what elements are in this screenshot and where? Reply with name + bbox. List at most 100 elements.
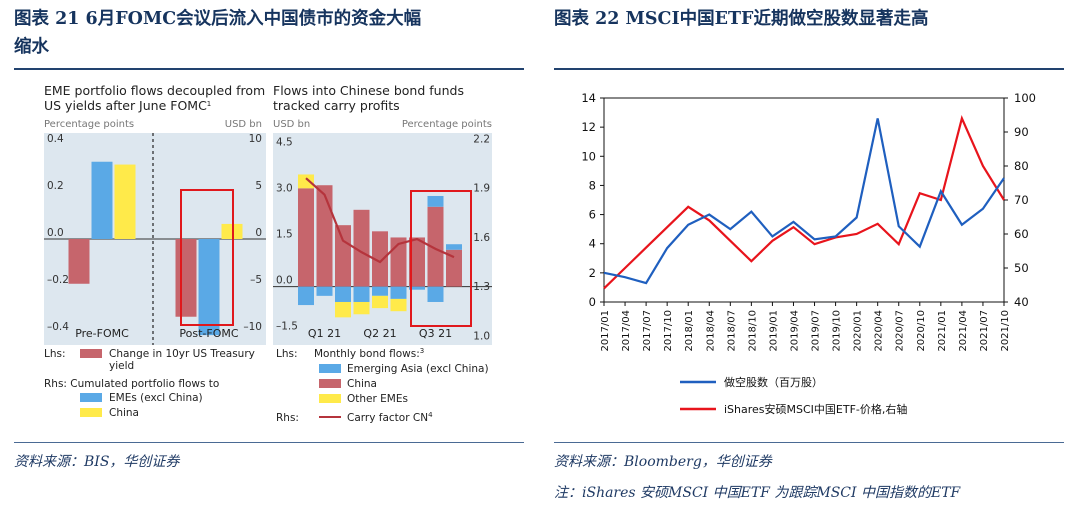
legend-a-us-treasury-line2: yield (109, 360, 134, 372)
panel-b-emerging-asia-flow-bar (298, 286, 314, 306)
panel-a-title-line1: EME portfolio flows decoupled from (44, 83, 265, 98)
panel-b-rhs-tick: 1.9 (473, 183, 490, 195)
msci-x-tick-label: 2018/04 (705, 310, 716, 352)
msci-left-tick-label: 0 (589, 295, 596, 309)
msci-short-interest-line (603, 118, 1005, 285)
msci-right-tick-label: 80 (1014, 159, 1029, 173)
legend-b-other-emes-label: Other EMEs (347, 393, 408, 405)
left-caption-line2: 缩水 (14, 37, 49, 57)
legend-a-us-treasury-swatch (80, 349, 102, 358)
panel-b-highlight-box (410, 190, 472, 327)
panel-b-lhs-tick: 1.5 (276, 229, 293, 241)
left-caption-rule (14, 68, 524, 70)
panel-a-lhs-unit: Percentage points (44, 119, 134, 130)
msci-x-tick-label: 2017/04 (621, 310, 632, 352)
msci-x-tick-label: 2021/01 (937, 310, 948, 352)
msci-right-tick-label: 90 (1014, 125, 1029, 139)
bis-figure: EME portfolio flows decoupled from US yi… (44, 83, 492, 424)
panel-b-rhs-tick: 1.6 (473, 232, 490, 244)
legend-a-us-treasury-line1: Change in 10yr US Treasury (109, 348, 255, 360)
msci-left-tick-label: 8 (589, 178, 596, 192)
panel-b-rhs-unit: Percentage points (402, 119, 492, 130)
msci-x-tick-label: 2018/07 (726, 310, 737, 352)
panel-b-emerging-asia-flow-bar (427, 286, 444, 302)
panel-b-title-line1: Flows into Chinese bond funds (273, 83, 464, 98)
panel-a-rhs-tick: –5 (250, 274, 262, 286)
right-source-rule (554, 442, 1064, 443)
panel-b-rhs-tick: 1.3 (473, 281, 490, 293)
panel-b-other-emes-flow-bar (390, 298, 407, 312)
panel-a-us-treasury-bar (175, 239, 197, 317)
panel-b-lhs-tick: 4.5 (276, 136, 293, 148)
legend-price-label: iShares安硕MSCI中国ETF-价格,右轴 (724, 402, 907, 416)
right-source: 资料来源：Bloomberg，华创证券 (554, 454, 772, 470)
right-caption-rule (554, 68, 1064, 70)
panel-a-highlight-box (180, 189, 234, 326)
panel-b-china-flow-bar (390, 237, 407, 287)
legend-b-emerging-asia-label: Emerging Asia (excl China) (347, 363, 489, 375)
msci-figure: 0 2 4 6 8 10 12 14 40 50 60 70 80 90 100 2017/01 2017/04… (581, 91, 1036, 416)
legend-b-china-swatch (319, 379, 341, 388)
panel-a-emes-bar (91, 161, 113, 239)
msci-left-tick-label: 10 (581, 149, 596, 163)
panel-b-china-flow-bar (353, 209, 370, 287)
panel-b-rhs-tick: 1.0 (473, 331, 490, 343)
panel-a-group-label: Pre-FOMC (75, 327, 129, 340)
legend-a-rhs-label: Rhs: Cumulated portfolio flows to (44, 378, 219, 390)
panel-b-title-line2: tracked carry profits (273, 98, 400, 113)
msci-right-tick-label: 70 (1014, 193, 1029, 207)
panel-b-quarter-label: Q1 21 (308, 327, 341, 340)
panel-b-china-flow-bar (298, 188, 314, 287)
legend-a-china-label: China (109, 407, 139, 419)
panel-a-china-bar (114, 164, 136, 239)
msci-x-tick-label: 2017/10 (663, 310, 674, 352)
left-figure-caption: 图表 21 6月FOMC会议后流入中国债市的资金大幅 缩水 (14, 5, 534, 61)
left-source-rule (14, 442, 524, 443)
left-source: 资料来源：BIS，华创证券 (14, 454, 180, 470)
msci-x-tick-label: 2018/10 (747, 310, 758, 352)
msci-left-tick-label: 4 (589, 237, 596, 251)
panel-b-other-emes-flow-bar (353, 301, 370, 315)
panel-b-china-flow-bar (409, 237, 425, 287)
panel-a-rhs-unit: USD bn (225, 119, 262, 130)
panel-b-other-emes-flow-bar (298, 174, 314, 189)
legend-b-rhs-label: Rhs: (276, 412, 299, 424)
panel-a-emes-bar (198, 239, 220, 336)
panel-a-lhs-tick: 0.4 (47, 133, 64, 145)
panel-b-china-flow-bar (335, 225, 351, 287)
msci-x-tick-label: 2020/04 (874, 310, 885, 352)
panel-a-rhs-tick: 0 (255, 227, 262, 239)
panel-b-emerging-asia-flow-bar (353, 286, 370, 302)
panel-b-emerging-asia-flow-bar (390, 286, 407, 299)
panel-b-china-flow-bar (316, 185, 333, 287)
legend-b-emerging-asia-swatch (319, 364, 341, 373)
panel-b-china-flow-bar (446, 249, 462, 287)
msci-x-tick-label: 2020/10 (916, 310, 927, 352)
msci-plot-frame (603, 97, 1005, 303)
msci-x-tick-label: 2021/07 (979, 310, 990, 352)
msci-x-tick-label: 2021/10 (1000, 310, 1011, 352)
legend-b-china-label: China (347, 378, 377, 390)
msci-left-tick-label: 2 (589, 266, 596, 280)
panel-b-emerging-asia-flow-bar (335, 286, 351, 302)
msci-right-tick-label: 60 (1014, 227, 1029, 241)
panel-a-title-line2: US yields after June FOMC1 (44, 98, 211, 113)
panel-b-emerging-asia-flow-bar (372, 286, 388, 296)
right-note: 注：iShares 安硕MSCI 中国ETF 为跟踪MSCI 中国指数的ETF (554, 485, 961, 501)
panel-b-lhs-unit: USD bn (273, 119, 310, 130)
legend-b-monthly-flows: Monthly bond flows:3 (314, 347, 424, 360)
legend-b-lhs-label: Lhs: (276, 348, 298, 360)
msci-x-tick-label: 2021/04 (958, 310, 969, 352)
legend-a-lhs-label: Lhs: (44, 348, 66, 360)
panel-b-rhs-tick: 2.2 (473, 133, 490, 145)
panel-b-carry-factor-line (305, 177, 455, 264)
legend-a-china-swatch (80, 408, 102, 417)
panel-b-lhs-tick: 0.0 (276, 275, 293, 287)
msci-right-tick-label: 40 (1014, 295, 1029, 309)
panel-b-emerging-asia-flow-bar (446, 244, 462, 250)
msci-right-tick-label: 100 (1014, 91, 1036, 105)
msci-left-tick-label: 14 (581, 91, 596, 105)
panel-a-us-treasury-bar (68, 239, 90, 284)
msci-x-tick-label: 2019/10 (832, 310, 843, 352)
legend-short-label: 做空股数（百万股） (724, 375, 823, 389)
